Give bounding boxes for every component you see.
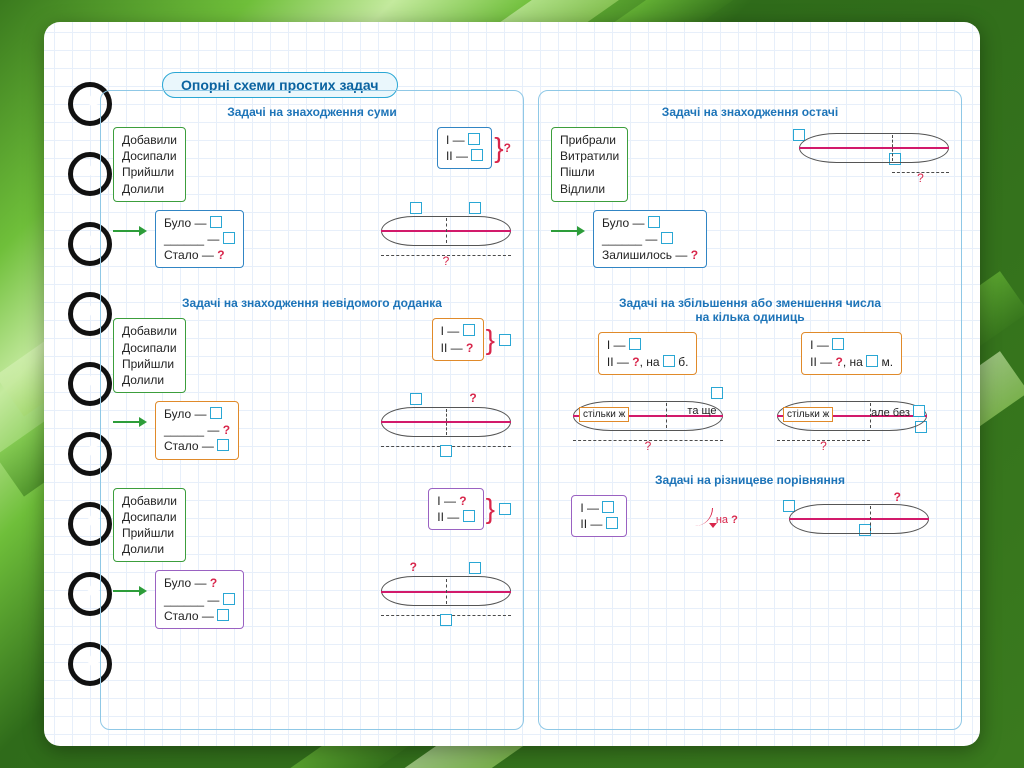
brace-icon: } (494, 134, 503, 162)
notebook-page: Опорні схеми простих задач Задачі на зна… (44, 22, 980, 746)
heading-diff: Задачі на різницеве порівняння (551, 473, 949, 487)
incdec-block: I — II — ?, на б. I — II — ?, на м. (551, 332, 949, 444)
label-same: стільки ж (579, 407, 629, 422)
segment-diagram: ? (799, 133, 949, 163)
roman-box-less: I — II — ?, на м. (801, 332, 902, 374)
roman-box-diff: I — II — (571, 495, 626, 537)
heading-sum: Задачі на знаходження суми (113, 105, 511, 119)
label-and-more: та ще (627, 405, 777, 417)
segment-diagram: ? (381, 216, 511, 246)
roman-box: I — ? II — (428, 488, 483, 530)
diff-arrow: на ? (678, 505, 738, 526)
question-mark: ? (504, 141, 511, 155)
arrow-right-icon (113, 421, 145, 423)
placeholder-square (468, 133, 480, 145)
columns: Задачі на знаходження суми Добавили Доси… (100, 90, 962, 730)
heading-addend: Задачі на знаходження невідомого доданка (113, 296, 511, 310)
state-box: Було — ? ______ — Стало — (155, 570, 244, 629)
roman-box: I — II — ? (432, 318, 484, 360)
state-box-remainder: Було — ______ — Залишилось — ? (593, 210, 707, 269)
verb-box-sub: Прибрали Витратили Пішли Відлили (551, 127, 628, 202)
addend-block-2: Добавили Досипали Прийшли Долили I — ? I… (113, 488, 511, 629)
left-column: Задачі на знаходження суми Добавили Доси… (100, 90, 524, 730)
arrow-right-icon (551, 230, 583, 232)
segment-diagram: ? (381, 576, 511, 606)
sum-block: Добавили Досипали Прийшли Долили I — II … (113, 127, 511, 268)
segment-diagram-diff: ? (789, 504, 929, 534)
background: Опорні схеми простих задач Задачі на зна… (0, 0, 1024, 768)
arrow-right-icon (113, 590, 145, 592)
heading-remainder: Задачі на знаходження остачі (551, 105, 949, 119)
state-box: Було — ______ — Стало — ? (155, 210, 244, 269)
state-box: Було — ______ — ? Стало — (155, 401, 239, 460)
remainder-block: Прибрали Витратили Пішли Відлили (551, 127, 949, 268)
heading-incdec: Задачі на збільшення або зменшення числа… (551, 296, 949, 324)
segment-diagram: ? (381, 407, 511, 437)
placeholder-square (471, 149, 483, 161)
right-column: Задачі на знаходження остачі Прибрали Ви… (538, 90, 962, 730)
roman-box-more: I — II — ?, на б. (598, 332, 698, 374)
label-but-without: але без (871, 407, 910, 419)
arrow-right-icon (113, 230, 145, 232)
verb-box: Добавили Досипали Прийшли Долили (113, 488, 186, 563)
addend-block-1: Добавили Досипали Прийшли Долили I — II … (113, 318, 511, 459)
verb-box: Добавили Досипали Прийшли Долили (113, 127, 186, 202)
verb-box: Добавили Досипали Прийшли Долили (113, 318, 186, 393)
roman-box: I — II — (437, 127, 492, 169)
diff-block: I — II — на ? ? (551, 495, 949, 537)
